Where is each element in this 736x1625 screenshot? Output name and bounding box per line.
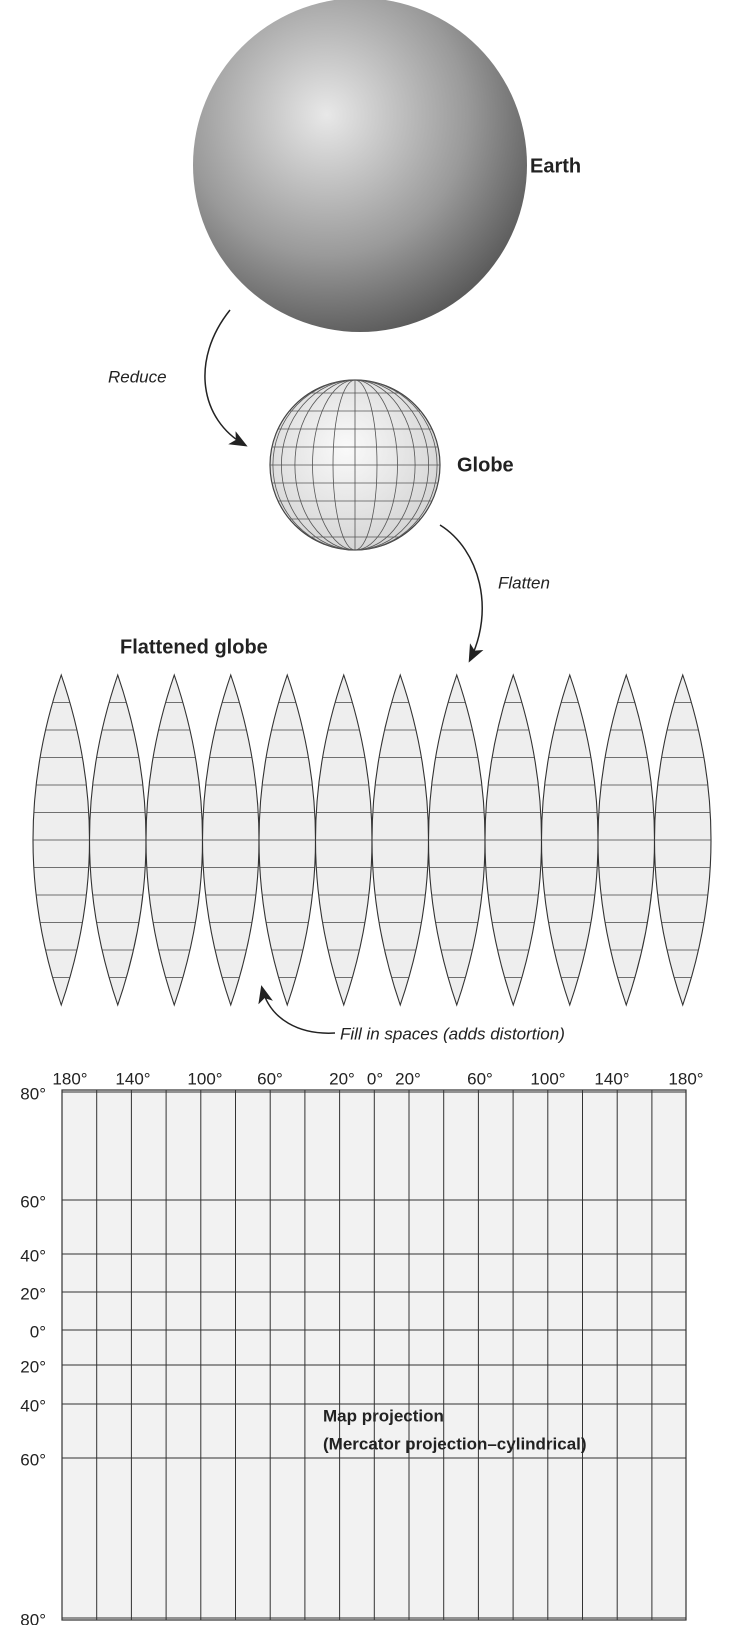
latitude-label: 20° — [20, 1357, 46, 1376]
map-subtitle: (Mercator projection–cylindrical) — [323, 1434, 587, 1453]
latitude-label: 60° — [20, 1450, 46, 1469]
longitude-label: 100° — [187, 1069, 222, 1088]
map-title: Map projection — [323, 1406, 444, 1425]
gores — [33, 675, 711, 1005]
flattened-globe-label: Flattened globe — [120, 636, 268, 658]
reduce-label: Reduce — [108, 367, 167, 386]
latitude-label: 80° — [20, 1084, 46, 1103]
globe-label: Globe — [457, 454, 514, 476]
reduce-arrow — [205, 310, 245, 445]
longitude-label: 60° — [257, 1069, 283, 1088]
longitude-label: 60° — [467, 1069, 493, 1088]
latitude-label: 20° — [20, 1284, 46, 1303]
earth-image — [193, 0, 527, 332]
flatten-arrow — [440, 525, 482, 660]
longitude-label: 0° — [367, 1069, 383, 1088]
longitude-label: 20° — [395, 1069, 421, 1088]
latitude-label: 0° — [30, 1322, 46, 1341]
latitude-label: 40° — [20, 1396, 46, 1415]
longitude-label: 100° — [530, 1069, 565, 1088]
flatten-label: Flatten — [498, 573, 550, 592]
longitude-label: 180° — [52, 1069, 87, 1088]
fill-label: Fill in spaces (adds distortion) — [340, 1024, 565, 1043]
longitude-label: 140° — [115, 1069, 150, 1088]
figure: Earth Reduce Globe Flatten Flattened glo… — [0, 0, 736, 1625]
longitude-label: 180° — [668, 1069, 703, 1088]
fill-arrow — [262, 988, 335, 1033]
globe — [270, 380, 440, 550]
page: Earth Reduce Globe Flatten Flattened glo… — [0, 0, 736, 1625]
longitude-label: 20° — [329, 1069, 355, 1088]
latitude-label: 40° — [20, 1246, 46, 1265]
longitude-label: 140° — [594, 1069, 629, 1088]
latitude-label: 80° — [20, 1610, 46, 1625]
latitude-label: 60° — [20, 1192, 46, 1211]
earth-label: Earth — [530, 155, 581, 177]
